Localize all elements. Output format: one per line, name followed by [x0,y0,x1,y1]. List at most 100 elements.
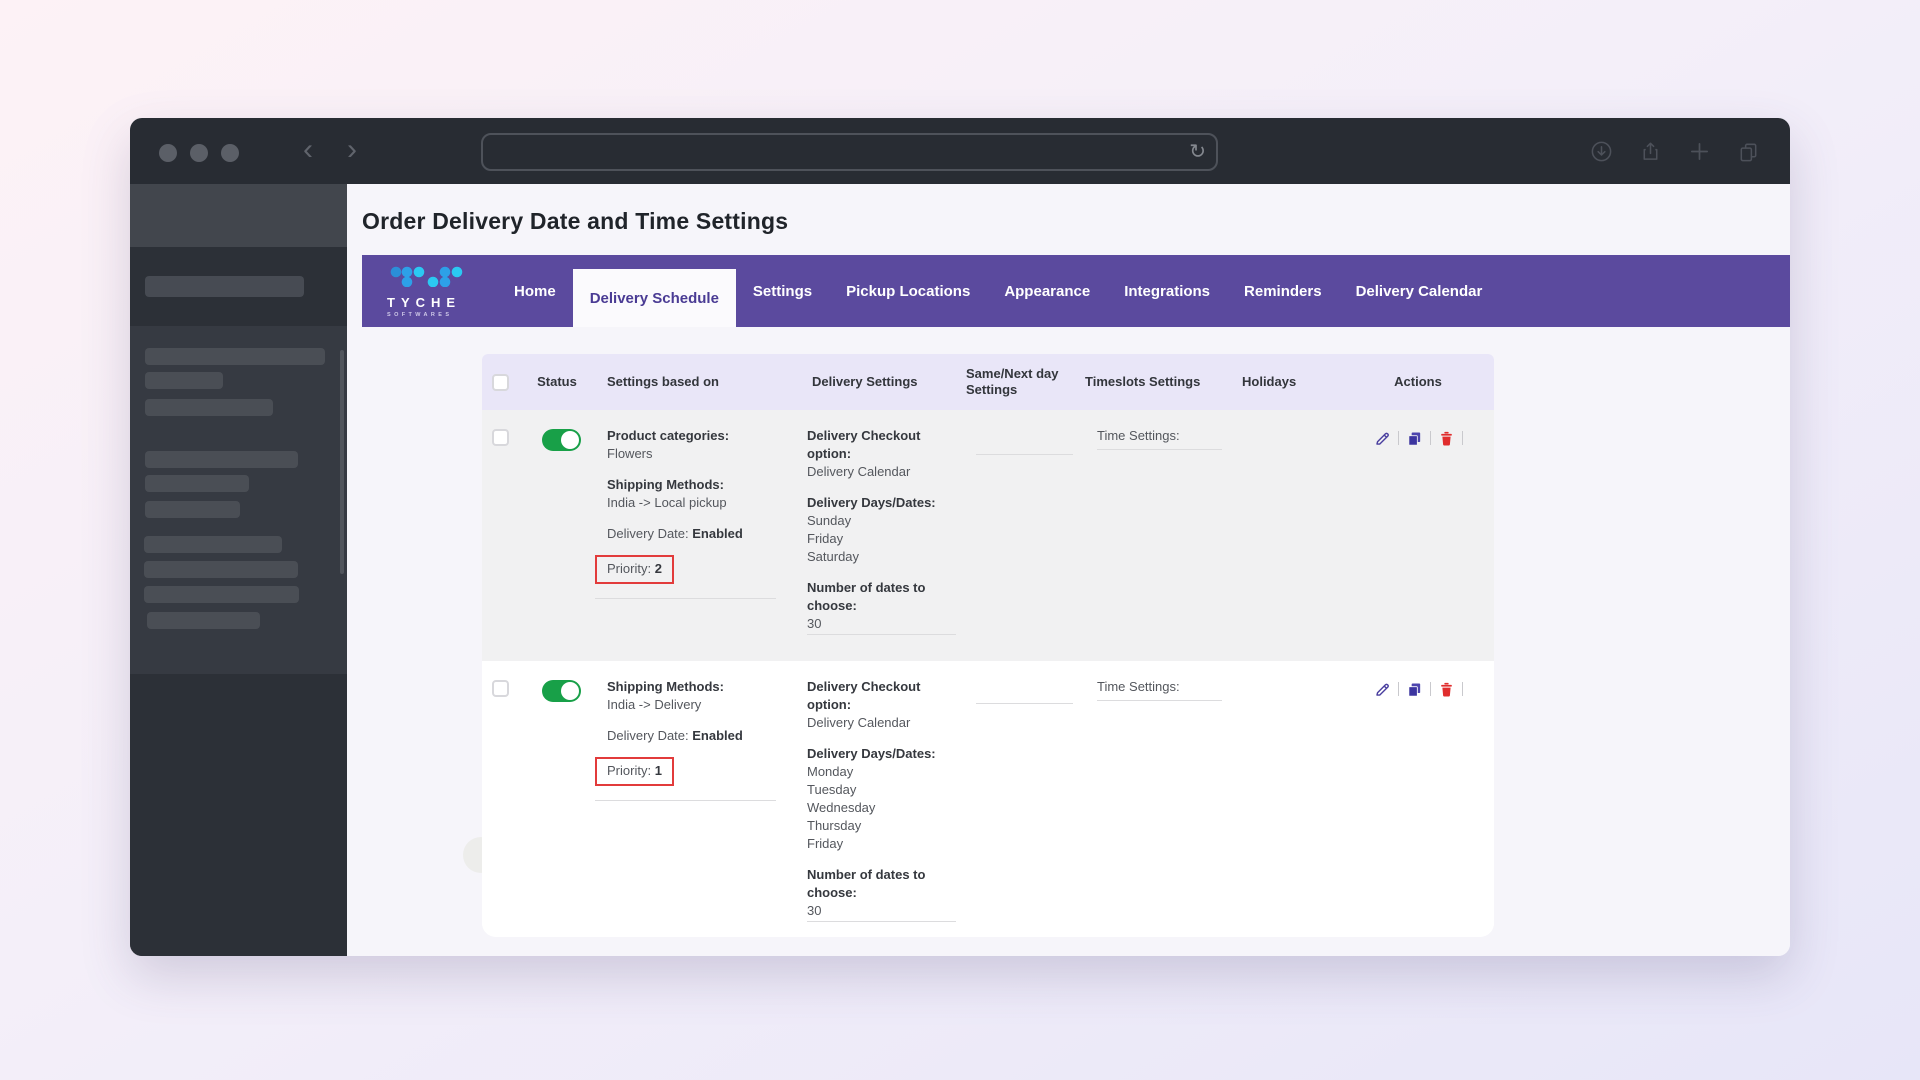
minimize-window-button[interactable] [190,144,208,162]
delivery-settings-cell: Delivery Checkout option: Delivery Calen… [807,410,962,661]
sidebar-skeleton-bar [145,399,273,416]
divider [1397,431,1399,445]
duplicate-icon[interactable] [1406,430,1423,447]
divider [1429,682,1431,696]
divider [1097,449,1222,450]
tab-delivery-schedule[interactable]: Delivery Schedule [572,269,736,327]
select-all-checkbox[interactable] [492,373,509,391]
refresh-icon[interactable]: ↻ [1189,141,1206,163]
checkout-option-value: Delivery Calendar [807,464,911,479]
same-next-day-cell [962,410,1082,661]
tab-integrations[interactable]: Integrations [1124,282,1211,300]
table-row: Product categories: Flowers Shipping Met… [482,410,1494,661]
page-content: Order Delivery Date and Time Settings TY… [347,184,1790,956]
delivery-day: Tuesday [807,782,857,797]
edit-icon[interactable] [1374,430,1391,447]
divider [1097,700,1222,701]
nav-tabs: Home Delivery Schedule Settings Pickup L… [497,255,1499,327]
delete-icon[interactable] [1438,681,1455,698]
delivery-day: Monday [807,764,854,779]
sidebar-scrollbar[interactable] [340,350,344,574]
sidebar-skeleton-bar [145,348,325,365]
time-settings-label: Time Settings: [1097,679,1180,694]
num-dates-label: Number of dates to choose: [807,580,926,613]
num-dates-label: Number of dates to choose: [807,867,926,900]
sidebar-skeleton-bar [144,586,299,603]
sidebar-skeleton-bar [145,372,223,389]
delivery-day: Wednesday [807,800,876,815]
sidebar-skeleton-bar [144,561,298,578]
timeslots-cell: Time Settings: [1082,661,1227,937]
divider [595,598,776,599]
tyche-logo: TYCHE SOFTWARES [387,265,471,318]
actions-cell [1342,661,1494,937]
column-header-status: Status [537,374,577,389]
checkout-option-value: Delivery Calendar [807,715,911,730]
priority-highlight: Priority: 2 [595,555,674,584]
sidebar-header [130,184,347,247]
delivery-day: Friday [807,531,844,546]
forward-button[interactable]: › [347,133,357,166]
divider [1429,431,1431,445]
row-checkbox[interactable] [492,680,509,697]
time-settings-label: Time Settings: [1097,428,1180,443]
column-header-holidays: Holidays [1242,374,1297,389]
maximize-window-button[interactable] [221,144,239,162]
back-button[interactable]: ‹ [303,133,313,166]
tab-settings[interactable]: Settings [752,282,813,300]
page-title: Order Delivery Date and Time Settings [362,208,789,234]
share-icon[interactable] [1639,140,1662,163]
sidebar-skeleton-bar [145,475,249,492]
logo-brand-text: TYCHE [387,294,462,310]
divider [1397,682,1399,696]
delivery-day: Thursday [807,818,862,833]
delivery-settings-cell: Delivery Checkout option: Delivery Calen… [807,661,962,937]
delivery-day: Sunday [807,513,852,528]
close-window-button[interactable] [159,144,177,162]
edit-icon[interactable] [1374,681,1391,698]
tab-pickup-locations[interactable]: Pickup Locations [846,282,971,300]
row-checkbox[interactable] [492,429,509,446]
sidebar-skeleton-bar [145,276,304,297]
delete-icon[interactable] [1438,430,1455,447]
tab-reminders[interactable]: Reminders [1244,282,1322,300]
delivery-days-label: Delivery Days/Dates: [807,495,936,510]
sidebar-skeleton-bar [145,451,298,468]
same-next-day-cell [962,661,1082,937]
timeslots-cell: Time Settings: [1082,410,1227,661]
status-toggle[interactable] [542,680,581,702]
sidebar-skeleton-bar [145,501,240,518]
column-header-actions: Actions [1394,374,1442,389]
sidebar-footer [130,674,347,956]
delivery-day: Saturday [807,549,860,564]
status-toggle[interactable] [542,429,581,451]
toolbar-actions [1590,140,1760,163]
delivery-date-status: Delivery Date: Enabled [607,526,743,541]
table-row: Shipping Methods: India -> Delivery Deli… [482,661,1494,937]
based-on-value: India -> Delivery [607,697,702,712]
download-icon[interactable] [1590,140,1613,163]
browser-window: ‹ › ↻ [130,118,1790,956]
based-on-value: Flowers [607,446,653,461]
sidebar-skeleton-bar [147,612,260,629]
tabs-overview-icon[interactable] [1737,140,1760,163]
based-on-value: India -> Local pickup [607,495,727,510]
column-header-delivery-settings: Delivery Settings [812,374,918,389]
tab-home[interactable]: Home [514,282,556,300]
tab-appearance[interactable]: Appearance [1004,282,1091,300]
checkout-option-label: Delivery Checkout option: [807,679,921,712]
delivery-schedule-table: Status Settings based on Delivery Settin… [482,354,1494,937]
column-header-timeslots: Timeslots Settings [1085,374,1201,389]
divider [1461,431,1463,445]
holidays-cell [1227,661,1342,937]
tab-delivery-calendar[interactable]: Delivery Calendar [1355,282,1483,300]
delivery-date-status: Delivery Date: Enabled [607,728,743,743]
num-dates-value: 30 [807,616,822,631]
num-dates-value: 30 [807,903,822,918]
address-bar[interactable]: ↻ [481,133,1218,171]
checkout-option-label: Delivery Checkout option: [807,428,921,461]
new-tab-icon[interactable] [1688,140,1711,163]
column-header-same-next-day: Same/Next day Settings [966,366,1059,397]
duplicate-icon[interactable] [1406,681,1423,698]
divider [807,921,956,922]
